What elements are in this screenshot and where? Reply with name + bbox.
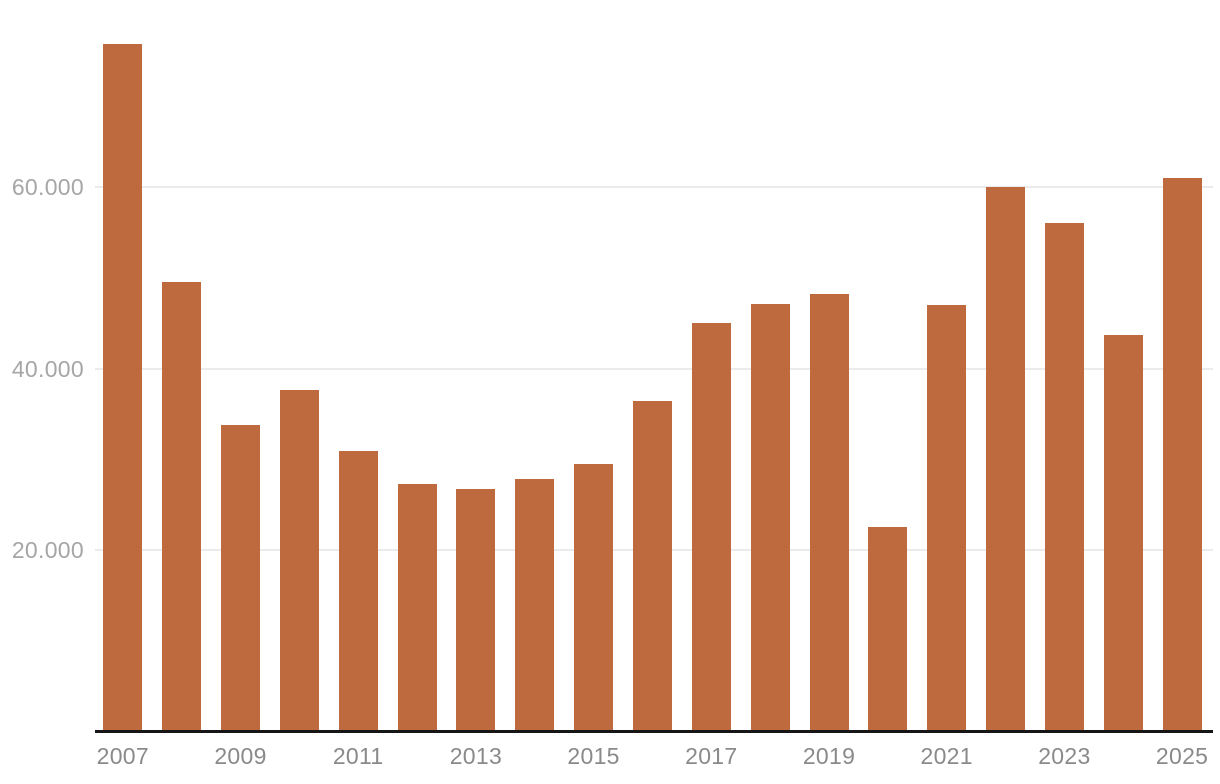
- bar-2014[interactable]: [515, 478, 555, 732]
- x-axis-tick-label: 2025: [1155, 743, 1209, 769]
- x-axis-tick-label: 2013: [449, 743, 503, 769]
- x-axis-tick-label: 2023: [1038, 743, 1091, 769]
- x-axis-line: [95, 730, 1213, 733]
- bar-2013[interactable]: [456, 489, 496, 732]
- bar-2015[interactable]: [574, 464, 614, 732]
- bar-2017[interactable]: [691, 322, 731, 732]
- x-axis-tick-label: 2019: [802, 743, 856, 769]
- y-axis-tick-label: 60.000: [11, 174, 84, 201]
- bar-2012[interactable]: [397, 483, 437, 732]
- x-axis-tick-label: 2017: [685, 743, 738, 769]
- bar-2025[interactable]: [1162, 178, 1202, 732]
- bar-2022[interactable]: [986, 187, 1026, 732]
- bar-2016[interactable]: [632, 401, 672, 732]
- bar-2023[interactable]: [1044, 222, 1084, 732]
- gridline: [95, 367, 1213, 370]
- bar-2011[interactable]: [338, 451, 378, 732]
- bar-2007[interactable]: [103, 44, 143, 732]
- x-axis-tick-label: 2009: [214, 743, 267, 769]
- x-axis-tick-label: 2015: [567, 743, 620, 769]
- bar-2009[interactable]: [221, 425, 260, 732]
- bar-2019[interactable]: [809, 293, 849, 732]
- bar-2008[interactable]: [162, 281, 202, 732]
- bar-2024[interactable]: [1103, 335, 1143, 732]
- y-axis-tick-label: 20.000: [11, 537, 84, 564]
- bar-2010[interactable]: [279, 389, 319, 732]
- x-axis-tick-label: 2007: [96, 743, 149, 769]
- bar-2018[interactable]: [750, 304, 790, 732]
- x-axis-tick-label: 2021: [920, 743, 973, 769]
- x-axis-tick-label: 2011: [332, 743, 384, 769]
- bar-2021[interactable]: [927, 305, 967, 732]
- y-axis-tick-label: 40.000: [11, 355, 84, 382]
- gridline: [95, 186, 1213, 189]
- bar-2020[interactable]: [868, 526, 908, 732]
